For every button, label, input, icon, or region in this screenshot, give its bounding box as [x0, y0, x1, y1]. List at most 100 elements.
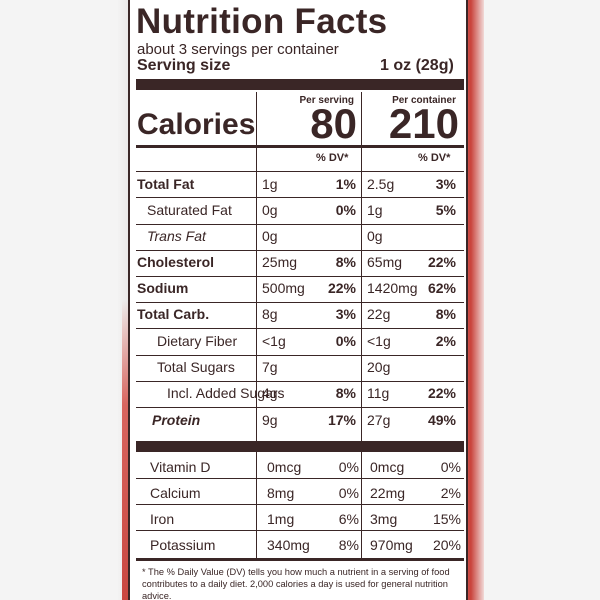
- divider: [136, 145, 464, 148]
- nutrient-name: Incl. Added Sugars: [167, 385, 285, 401]
- container-amount: 0g: [367, 228, 383, 244]
- container-dv: 2%: [440, 485, 461, 501]
- container-dv: 0%: [440, 459, 461, 475]
- nutrition-label-panel: [128, 0, 468, 600]
- column-divider: [256, 92, 257, 444]
- dv-header-serving: % DV*: [316, 152, 349, 164]
- nutrient-name: Sodium: [137, 280, 189, 296]
- nutrient-name: Protein: [152, 412, 201, 428]
- calories-per-serving: 80: [310, 100, 357, 147]
- serving-amount: 1g: [262, 176, 278, 192]
- nutrient-name: Dietary Fiber: [157, 333, 238, 349]
- thick-divider: [136, 441, 464, 452]
- per-serving-header: Per serving: [299, 95, 354, 106]
- container-dv: 15%: [432, 511, 461, 527]
- container-amount: 2.5g: [367, 176, 395, 192]
- panel-title: Nutrition Facts: [136, 2, 388, 41]
- container-amount: 1420mg: [367, 280, 418, 296]
- divider: [136, 355, 464, 356]
- calories-per-container: 210: [388, 100, 459, 147]
- container-dv: 49%: [427, 412, 456, 428]
- container-dv: 22%: [427, 254, 456, 270]
- serving-amount: 500mg: [262, 280, 305, 296]
- serving-dv: 22%: [327, 280, 356, 296]
- nutrient-name: Cholesterol: [137, 254, 215, 270]
- serving-size-value: 1 oz (28g): [380, 57, 454, 74]
- serving-dv: 0%: [338, 485, 359, 501]
- container-amount: 65mg: [367, 254, 403, 270]
- calories-label: Calories: [137, 108, 256, 141]
- serving-amount: 8mg: [267, 485, 295, 501]
- container-amount: 27g: [367, 412, 391, 428]
- vitamin-name: Vitamin D: [150, 459, 211, 475]
- container-amount: 20g: [367, 359, 391, 375]
- divider: [136, 504, 464, 505]
- container-amount: <1g: [367, 333, 391, 349]
- serving-amount: 25mg: [262, 254, 298, 270]
- serving-amount: 0g: [262, 202, 278, 218]
- divider: [136, 558, 464, 561]
- servings-per-container: about 3 servings per container: [137, 41, 339, 58]
- column-divider: [361, 92, 362, 444]
- serving-amount: 0mcg: [267, 459, 302, 475]
- nutrient-name: Saturated Fat: [147, 202, 232, 218]
- container-amount: 970mg: [370, 537, 413, 553]
- nutrient-name: Total Fat: [137, 176, 195, 192]
- divider: [136, 171, 464, 172]
- nutrient-name: Total Carb.: [137, 306, 210, 322]
- container-dv: 3%: [435, 176, 456, 192]
- serving-amount: 9g: [262, 412, 278, 428]
- serving-dv: 8%: [335, 254, 356, 270]
- serving-dv: 8%: [338, 537, 359, 553]
- thick-divider: [136, 79, 464, 90]
- divider: [136, 197, 464, 198]
- serving-amount: 340mg: [267, 537, 310, 553]
- container-amount: 0mcg: [370, 459, 405, 475]
- serving-dv: 17%: [327, 412, 356, 428]
- serving-amount: <1g: [262, 333, 286, 349]
- divider: [136, 381, 464, 382]
- dv-header-container: % DV*: [418, 152, 451, 164]
- container-amount: 22g: [367, 306, 391, 322]
- vitamin-name: Potassium: [150, 537, 216, 553]
- container-dv: 2%: [435, 333, 456, 349]
- container-dv: 20%: [432, 537, 461, 553]
- serving-amount: 7g: [262, 359, 278, 375]
- serving-amount: 8g: [262, 306, 278, 322]
- nutrient-name: Total Sugars: [157, 359, 235, 375]
- container-dv: 62%: [427, 280, 456, 296]
- container-dv: 8%: [435, 306, 456, 322]
- divider: [136, 250, 464, 251]
- serving-amount: 1mg: [267, 511, 295, 527]
- serving-dv: 1%: [335, 176, 356, 192]
- container-amount: 3mg: [370, 511, 398, 527]
- serving-dv: 8%: [335, 385, 356, 401]
- container-amount: 22mg: [370, 485, 406, 501]
- serving-size-label: Serving size: [137, 57, 231, 74]
- divider: [136, 478, 464, 479]
- divider: [136, 276, 464, 277]
- vitamin-name: Iron: [150, 511, 175, 527]
- serving-dv: 6%: [338, 511, 359, 527]
- vitamin-name: Calcium: [150, 485, 201, 501]
- serving-dv: 3%: [335, 306, 356, 322]
- column-divider: [256, 452, 257, 560]
- container-amount: 1g: [367, 202, 383, 218]
- serving-amount: 0g: [262, 228, 278, 244]
- nutrient-name: Trans Fat: [147, 228, 206, 244]
- container-dv: 5%: [435, 202, 456, 218]
- footnote: * The % Daily Value (DV) tells you how m…: [142, 567, 450, 600]
- divider: [136, 328, 464, 329]
- serving-dv: 0%: [338, 459, 359, 475]
- divider: [136, 224, 464, 225]
- serving-dv: 0%: [335, 202, 356, 218]
- serving-amount: 4g: [262, 385, 278, 401]
- container-dv: 22%: [427, 385, 456, 401]
- divider: [136, 302, 464, 303]
- column-divider: [361, 452, 362, 560]
- container-amount: 11g: [367, 385, 390, 401]
- serving-dv: 0%: [335, 333, 356, 349]
- per-container-header: Per container: [392, 95, 456, 106]
- divider: [136, 407, 464, 408]
- divider: [136, 530, 464, 531]
